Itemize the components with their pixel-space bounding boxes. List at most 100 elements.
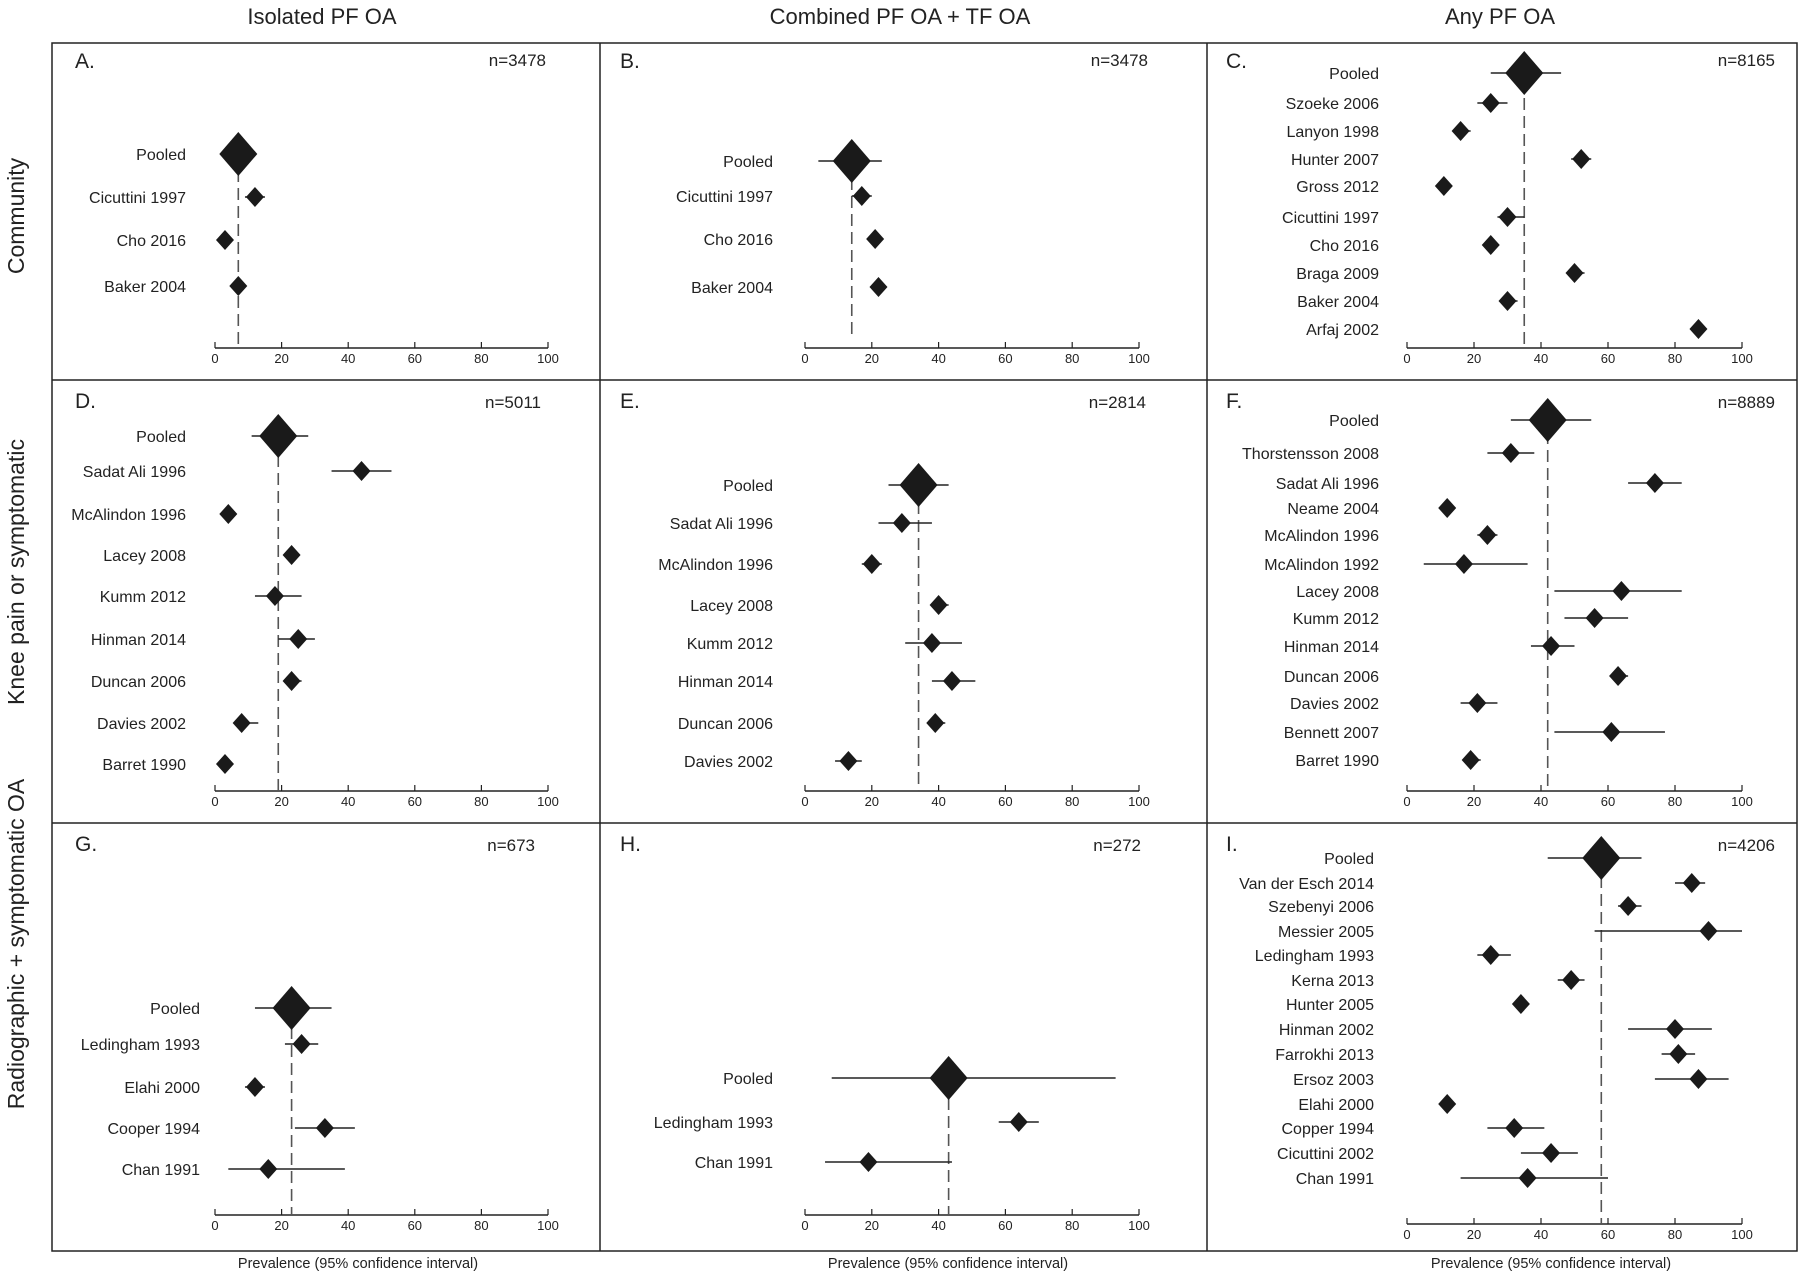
forest-panel-c: C. n=8165 0 20 40 60 80 100 Pooled Szoeke 2006 Lan…	[1226, 50, 1775, 366]
x-tick-label: 100	[1128, 1218, 1150, 1233]
study-label: Lacey 2008	[690, 598, 773, 615]
study-label: Chan 1991	[122, 1162, 200, 1179]
x-tick-label: 20	[865, 1218, 879, 1233]
x-tick-label: 20	[1467, 1227, 1481, 1242]
panel-letter: G.	[75, 833, 97, 856]
x-tick-label: 100	[1731, 1227, 1753, 1242]
pooled-label: Pooled	[723, 154, 773, 171]
sample-size-label: n=272	[1093, 836, 1141, 855]
study-label: McAlindon 1996	[71, 507, 186, 524]
panel-letter: C.	[1226, 50, 1247, 73]
study-estimate-diamond	[259, 1159, 278, 1179]
study-estimate-diamond	[292, 1034, 311, 1054]
study-label: Hunter 2005	[1286, 997, 1374, 1014]
study-label: McAlindon 1992	[1264, 557, 1379, 574]
study-estimate-diamond	[1699, 921, 1718, 941]
sample-size-label: n=8889	[1718, 393, 1775, 412]
pooled-label: Pooled	[136, 147, 186, 164]
study-estimate-diamond	[1481, 235, 1500, 255]
x-tick-label: 60	[1601, 794, 1615, 809]
forest-panel-f: F. n=8889 0 20 40 60 80 100 Pooled Thorstensson 2…	[1226, 390, 1775, 809]
x-axis-title-col3: Prevalence (95% confidence interval)	[1431, 1256, 1671, 1272]
study-label: Hinman 2014	[678, 674, 773, 691]
x-tick-label: 60	[998, 794, 1012, 809]
study-estimate-diamond	[215, 230, 234, 250]
col-title-any: Any PF OA	[1445, 4, 1555, 29]
study-estimate-diamond	[1645, 473, 1664, 493]
study-estimate-diamond	[1682, 873, 1701, 893]
sample-size-label: n=673	[487, 836, 535, 855]
study-estimate-diamond	[926, 713, 945, 733]
x-tick-label: 60	[1601, 351, 1615, 366]
x-tick-label: 0	[1403, 1227, 1410, 1242]
study-estimate-diamond	[892, 513, 911, 533]
study-label: Duncan 2006	[678, 716, 773, 733]
study-estimate-diamond	[315, 1118, 334, 1138]
pooled-estimate-diamond	[1505, 51, 1544, 95]
study-label: Copper 1994	[1281, 1121, 1374, 1138]
sample-size-label: n=5011	[485, 393, 541, 412]
study-label: McAlindon 1996	[1264, 528, 1379, 545]
study-label: Gross 2012	[1296, 179, 1379, 196]
study-estimate-diamond	[942, 671, 961, 691]
study-estimate-diamond	[1542, 636, 1561, 656]
study-label: Van der Esch 2014	[1239, 876, 1374, 893]
forest-panel-e: E. n=2814 0 20 40 60 80 100 Pooled Sadat Ali 1996…	[620, 390, 1150, 809]
pooled-label: Pooled	[723, 1071, 773, 1088]
study-estimate-diamond	[1438, 1094, 1457, 1114]
study-estimate-diamond	[1454, 554, 1473, 574]
study-estimate-diamond	[859, 1152, 878, 1172]
study-label: Arfaj 2002	[1306, 322, 1379, 339]
study-label: Bennett 2007	[1284, 725, 1379, 742]
x-tick-label: 40	[931, 351, 945, 366]
study-estimate-diamond	[1602, 722, 1621, 742]
study-estimate-diamond	[1451, 121, 1470, 141]
x-tick-label: 0	[801, 1218, 808, 1233]
x-axis-titles: Prevalence (95% confidence interval) Pre…	[238, 1256, 1671, 1272]
x-tick-label: 80	[1065, 351, 1079, 366]
study-estimate-diamond	[1619, 896, 1638, 916]
study-estimate-diamond	[839, 751, 858, 771]
x-tick-label: 0	[211, 1218, 218, 1233]
pooled-estimate-diamond	[899, 463, 938, 507]
study-estimate-diamond	[1505, 1118, 1524, 1138]
study-label: Hinman 2014	[91, 632, 186, 649]
x-tick-label: 40	[931, 794, 945, 809]
x-tick-label: 60	[998, 351, 1012, 366]
x-tick-label: 60	[408, 794, 422, 809]
col-title-combined: Combined PF OA + TF OA	[770, 4, 1031, 29]
x-tick-label: 100	[537, 794, 559, 809]
x-tick-label: 80	[474, 794, 488, 809]
study-estimate-diamond	[922, 633, 941, 653]
study-label: Chan 1991	[695, 1155, 773, 1172]
study-label: Cooper 1994	[107, 1121, 200, 1138]
forest-panel-d: D. n=5011 0 20 40 60 80 100 Pooled Sadat Ali 1996…	[71, 390, 559, 809]
x-tick-label: 100	[1731, 351, 1753, 366]
study-label: Baker 2004	[104, 279, 186, 296]
forest-panel-g: G. n=673 0 20 40 60 80 100 Pooled Ledingham 1993 E…	[75, 833, 559, 1233]
study-estimate-diamond	[1562, 970, 1581, 990]
study-estimate-diamond	[215, 754, 234, 774]
study-estimate-diamond	[1518, 1168, 1537, 1188]
x-tick-label: 20	[1467, 794, 1481, 809]
x-tick-label: 60	[408, 351, 422, 366]
x-tick-label: 40	[931, 1218, 945, 1233]
x-tick-label: 60	[998, 1218, 1012, 1233]
study-label: McAlindon 1996	[658, 557, 773, 574]
x-tick-label: 0	[801, 794, 808, 809]
pooled-estimate-diamond	[219, 132, 258, 176]
study-estimate-diamond	[1481, 945, 1500, 965]
sample-size-label: n=3478	[489, 51, 546, 70]
study-label: Sadat Ali 1996	[83, 464, 186, 481]
panel-letter: I.	[1226, 833, 1238, 856]
x-tick-label: 100	[1731, 794, 1753, 809]
x-tick-label: 100	[537, 351, 559, 366]
x-tick-label: 40	[341, 351, 355, 366]
study-label: Cicuttini 1997	[1282, 210, 1379, 227]
pooled-label: Pooled	[136, 429, 186, 446]
row-title-radiographic: Radiographic + symptomatic OA	[3, 778, 29, 1109]
study-estimate-diamond	[929, 595, 948, 615]
study-label: Elahi 2000	[1298, 1097, 1374, 1114]
panel-grid	[51, 42, 1798, 1252]
study-label: Cicuttini 1997	[89, 190, 186, 207]
